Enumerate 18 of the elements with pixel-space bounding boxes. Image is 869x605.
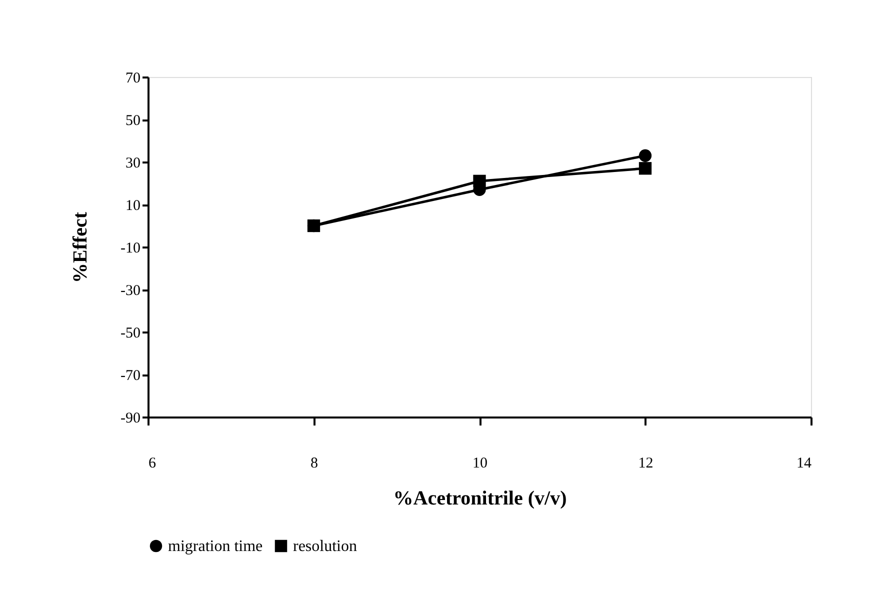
y-tick-label: 30 xyxy=(126,156,140,172)
x-tick-label: 8 xyxy=(310,456,318,472)
y-tick-label: -10 xyxy=(120,240,140,256)
y-tick-label: 70 xyxy=(126,70,140,86)
y-tick-label: -70 xyxy=(120,368,140,384)
y-tick-label: -90 xyxy=(120,410,140,426)
x-tick-label: 10 xyxy=(472,456,488,472)
x-tick-label: 14 xyxy=(796,456,812,472)
x-tick-label: 6 xyxy=(148,456,156,472)
y-tick-label: -30 xyxy=(120,283,140,299)
legend-label: migration time xyxy=(168,538,263,555)
legend-label: resolution xyxy=(293,538,357,555)
y-tick-label: 50 xyxy=(126,113,140,129)
x-tick-label: 12 xyxy=(638,456,654,472)
x-axis-title: %Acetronitrile (v/v) xyxy=(393,488,567,510)
y-tick-label: -50 xyxy=(120,326,140,342)
y-axis-title: %Effect xyxy=(70,212,92,284)
y-tick-label: 10 xyxy=(126,198,140,214)
